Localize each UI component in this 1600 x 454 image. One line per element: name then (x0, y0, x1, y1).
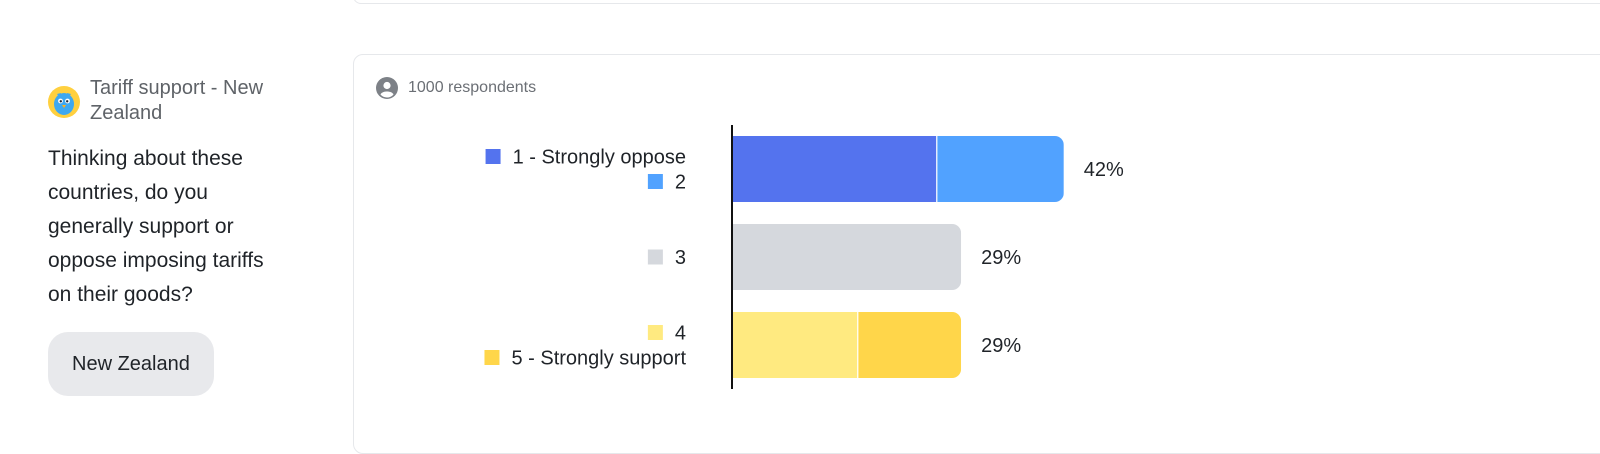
chart-card: 1000 respondents 42% 1 - Strongly oppose 2… (353, 54, 1600, 454)
previous-card-edge (353, 0, 1600, 4)
person-circle-icon (376, 77, 398, 99)
legend-swatch-0-0 (485, 149, 501, 164)
respondents-label: 1000 respondents (408, 79, 537, 96)
survey-info-panel: Tariff support - New Zealand Thinking ab… (48, 76, 328, 396)
legend-swatch-2-0 (647, 325, 663, 340)
legend-label-0-0: 1 - Strongly oppose (513, 147, 686, 169)
survey-title: Tariff support - New Zealand (90, 77, 264, 124)
country-filter-tag[interactable]: New Zealand (48, 332, 214, 396)
survey-question: Thinking about these countries, do you g… (48, 147, 264, 306)
legend-swatch-2-1 (484, 350, 500, 365)
bar-segment-2-1 (858, 312, 962, 378)
bird-avatar-icon (48, 86, 80, 118)
stacked-bar-chart: 42% 1 - Strongly oppose 2 29% 3 29% 4 5 - Stron… (484, 125, 1124, 389)
bar-total-label-0: 42% (1084, 159, 1124, 181)
legend-label-0-1: 2 (675, 172, 686, 194)
bar-total-label-1: 29% (981, 247, 1021, 269)
bar-total-label-2: 29% (981, 335, 1021, 357)
bar-segment-1-0 (732, 224, 962, 290)
bar-segment-0-0 (732, 136, 938, 202)
legend-swatch-1-0 (647, 249, 663, 265)
legend-label-1-0: 3 (675, 247, 686, 269)
legend-label-2-1: 5 - Strongly support (511, 348, 686, 370)
bar-segment-2-0 (732, 312, 859, 378)
respondents-count: 1000 respondents (376, 77, 536, 99)
bar-segment-0-1 (937, 136, 1064, 202)
legend-swatch-0-1 (647, 174, 663, 189)
legend-label-2-0: 4 (675, 323, 686, 345)
survey-title-row: Tariff support - New Zealand (48, 76, 328, 126)
